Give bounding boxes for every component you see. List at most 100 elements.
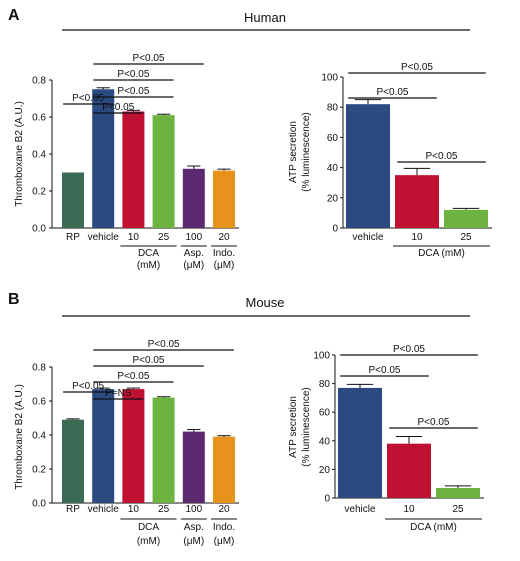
significance-label: P<0.05 <box>102 102 134 113</box>
group-unit-label: (μM) <box>183 536 204 547</box>
x-tick-label: 10 <box>403 504 415 515</box>
x-tick-label: vehicle <box>344 504 376 515</box>
bar-vehicle <box>338 387 382 498</box>
y-tick-label: 60 <box>319 408 331 419</box>
y-tick-label: 100 <box>313 351 330 362</box>
significance-label: P<0.05 <box>401 62 433 73</box>
significance-label: P<0.05 <box>117 69 149 80</box>
bar-vehicle <box>92 389 115 503</box>
group-label: DCA <box>138 522 159 533</box>
significance-label: P<0.05 <box>369 365 401 376</box>
x-tick-label: 25 <box>158 504 170 515</box>
x-tick-label: 25 <box>452 504 464 515</box>
bar-100 <box>182 431 205 503</box>
y-tick-label: 80 <box>319 379 331 390</box>
x-tick-label: 25 <box>158 232 170 243</box>
y-tick-label: 100 <box>321 73 338 84</box>
y-tick-label: 60 <box>327 133 339 144</box>
group-label: Indo. <box>213 248 235 259</box>
significance-label: P<0.05 <box>72 93 104 104</box>
bar-100 <box>182 168 205 228</box>
bar-vehicle <box>346 104 390 228</box>
significance-label: P<0.05 <box>133 355 165 366</box>
x-tick-label: 100 <box>185 232 202 243</box>
y-tick-label: 20 <box>319 465 331 476</box>
significance-label: P<0.05 <box>133 53 165 64</box>
group-label: Indo. <box>213 522 235 533</box>
significance-label: P=NS <box>105 388 132 399</box>
group-label: Asp. <box>184 522 204 533</box>
significance-label: P<0.05 <box>418 417 450 428</box>
panel-a-thromboxane-chart: 0.0 0.2 0.4 0.6 0.8 Thromboxane B2 (A.U.) RP ve… <box>14 53 239 271</box>
y-tick-label: 0.0 <box>32 224 46 235</box>
group-unit-label: (μM) <box>214 536 235 547</box>
y-axis-label: Thromboxane B2 (A.U.) <box>14 384 25 490</box>
y-tick-label: 40 <box>319 436 331 447</box>
y-axis-label: Thromboxane B2 (A.U.) <box>14 101 25 207</box>
y-axis-label: ATP secretion <box>288 396 299 458</box>
bar-20 <box>213 170 235 228</box>
group-unit-label: (mM) <box>137 260 160 271</box>
x-tick-label: 10 <box>411 232 423 243</box>
bar-vehicle <box>92 89 115 228</box>
significance-label: P<0.05 <box>393 344 425 355</box>
bar-25 <box>444 209 488 228</box>
x-tick-label: 10 <box>128 232 140 243</box>
bar-rp <box>62 419 84 503</box>
bar-25 <box>436 487 480 498</box>
significance-label: P<0.05 <box>117 371 149 382</box>
y-tick-label: 0.8 <box>32 363 46 374</box>
y-axis-label: ATP secretion <box>288 121 299 183</box>
group-label: Asp. <box>184 248 204 259</box>
y-axis-label-unit: (% luminescence) <box>301 112 312 191</box>
group-label: DCA <box>138 248 159 259</box>
panel-b-letter: B <box>8 291 20 308</box>
significance-label: P<0.05 <box>426 151 458 162</box>
bar-10 <box>395 175 439 228</box>
significance-label: P<0.05 <box>72 381 104 392</box>
x-tick-label: 20 <box>218 504 230 515</box>
y-tick-label: 40 <box>327 163 339 174</box>
y-tick-label: 0.2 <box>32 187 46 198</box>
bar-25 <box>152 115 175 228</box>
group-label: DCA (mM) <box>418 248 465 259</box>
panel-b-species-title: Mouse <box>245 295 284 310</box>
x-tick-label: RP <box>66 504 80 515</box>
bar-20 <box>213 436 235 503</box>
group-label: DCA (mM) <box>410 522 457 533</box>
panel-b-thromboxane-chart: 0.0 0.2 0.4 0.6 0.8 Thromboxane B2 (A.U.) RP ve… <box>14 339 239 547</box>
group-unit-label: (μM) <box>183 260 204 271</box>
y-tick-label: 20 <box>327 193 339 204</box>
y-tick-label: 80 <box>327 103 339 114</box>
group-unit-label: (μM) <box>214 260 235 271</box>
y-tick-label: 0.4 <box>32 150 46 161</box>
significance-label: P<0.05 <box>148 339 180 350</box>
x-tick-label: RP <box>66 232 80 243</box>
bar-25 <box>152 397 175 503</box>
y-tick-label: 0.8 <box>32 76 46 87</box>
x-tick-label: 100 <box>185 504 202 515</box>
panel-a-atp-chart: 0 20 40 60 80 100 ATP secretion (% luminescence… <box>288 62 492 259</box>
y-tick-label: 0.0 <box>32 499 46 510</box>
bar-10 <box>122 111 145 228</box>
y-tick-label: 0.2 <box>32 465 46 476</box>
x-tick-label: vehicle <box>88 504 120 515</box>
bar-rp <box>62 172 84 228</box>
x-tick-label: vehicle <box>352 232 384 243</box>
group-unit-label: (mM) <box>137 536 160 547</box>
panel-a-species-title: Human <box>244 10 286 25</box>
y-tick-label: 0 <box>324 494 330 505</box>
significance-label: P<0.05 <box>117 86 149 97</box>
panel-a-letter: A <box>8 7 20 24</box>
y-axis-label-unit: (% luminescence) <box>301 387 312 466</box>
bar-10 <box>387 443 431 498</box>
y-tick-label: 0 <box>332 224 338 235</box>
panel-b-atp-chart: 0 20 40 60 80 100 ATP secretion (% luminescence… <box>288 344 484 533</box>
y-tick-label: 0.4 <box>32 431 46 442</box>
y-tick-label: 0.6 <box>32 113 46 124</box>
significance-label: P<0.05 <box>377 87 409 98</box>
y-tick-label: 0.6 <box>32 397 46 408</box>
x-tick-label: 10 <box>128 504 140 515</box>
x-tick-label: vehicle <box>88 232 120 243</box>
